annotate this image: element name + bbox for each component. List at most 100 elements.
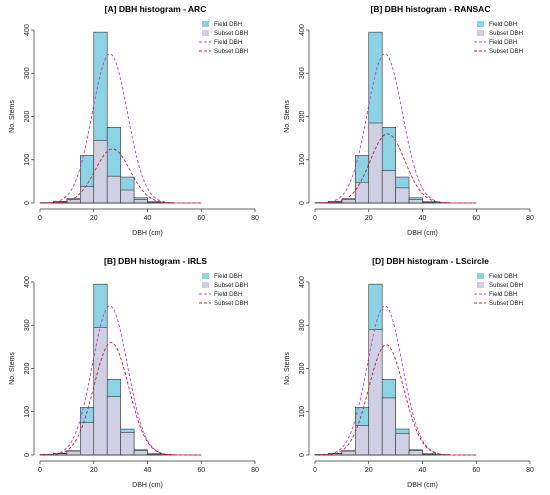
subset-bar <box>355 181 370 204</box>
y-tick-label: 200 <box>24 111 31 123</box>
legend-field-swatch <box>477 21 484 27</box>
y-tick-label: 400 <box>299 24 306 36</box>
subset-curve <box>314 133 477 204</box>
legend-label: Subset DBH <box>214 30 248 37</box>
y-tick-label: 0 <box>24 201 31 205</box>
subset-bar <box>395 187 410 204</box>
x-axis-label: DBH (cm) <box>132 230 163 237</box>
x-tick-label: 80 <box>251 215 259 222</box>
y-tick-label: 300 <box>24 319 31 331</box>
legend-field-swatch <box>202 273 209 279</box>
subset-bar <box>133 450 148 456</box>
subset-bar <box>408 199 423 204</box>
legend-label: Field DBH <box>489 291 517 298</box>
y-tick-label: 300 <box>299 67 306 79</box>
y-tick-label: 100 <box>299 154 306 166</box>
subset-bar <box>93 139 108 204</box>
legend-field-swatch <box>202 21 209 27</box>
subset-bar <box>66 199 81 204</box>
y-tick-label: 400 <box>24 276 31 288</box>
y-tick-label: 400 <box>24 24 31 36</box>
chart-title: [B] DBH histogram - IRLS <box>104 256 207 266</box>
y-tick-label: 300 <box>299 319 306 331</box>
x-tick-label: 0 <box>38 467 42 474</box>
chart-panel-3: [D] DBH histogram - LScircle010020030040… <box>284 256 534 489</box>
x-tick-label: 80 <box>526 215 534 222</box>
y-axis-label: No. Stems <box>284 352 291 385</box>
y-tick-label: 100 <box>24 154 31 166</box>
y-axis-label: No. Stems <box>9 100 16 133</box>
x-tick-label: 60 <box>197 467 205 474</box>
legend-label: Subset DBH <box>489 30 523 37</box>
y-tick-label: 100 <box>24 406 31 418</box>
chart-panel-2: [B] DBH histogram - IRLS 0 100 200 300 400 0 20… <box>9 256 259 489</box>
x-tick-label: 60 <box>472 215 480 222</box>
x-tick-label: 20 <box>365 467 373 474</box>
subset-bar <box>341 199 356 204</box>
legend-label: Subset DBH <box>489 282 523 289</box>
x-axis-label: DBH (cm) <box>407 482 438 489</box>
subset-bar <box>80 186 95 204</box>
legend-label: Subset DBH <box>489 300 523 307</box>
subset-curve <box>40 148 202 204</box>
x-tick-label: 40 <box>419 215 427 222</box>
subset-bar <box>106 396 121 456</box>
subset-bar <box>395 433 410 456</box>
subset-bar <box>368 122 383 204</box>
legend-label: Field DBH <box>214 291 242 298</box>
legend-subset-swatch <box>202 282 209 288</box>
subset-curve <box>39 342 202 456</box>
x-tick-label: 80 <box>251 467 259 474</box>
x-axis-label: DBH (cm) <box>407 230 438 237</box>
legend-label: Subset DBH <box>214 300 248 307</box>
x-tick-label: 20 <box>90 215 98 222</box>
x-tick-label: 20 <box>90 467 98 474</box>
x-tick-label: 60 <box>472 467 480 474</box>
y-axis-label: No. Stems <box>284 100 291 133</box>
y-tick-label: 400 <box>299 276 306 288</box>
x-tick-label: 20 <box>365 215 373 222</box>
x-tick-label: 0 <box>313 215 317 222</box>
subset-bar <box>66 450 81 456</box>
subset-bar <box>106 175 121 204</box>
legend-field-swatch <box>477 273 484 279</box>
subset-bar <box>408 450 423 456</box>
subset-bar <box>93 327 108 456</box>
subset-bar <box>120 189 135 204</box>
x-tick-label: 40 <box>419 467 427 474</box>
legend-subset-swatch <box>202 30 209 36</box>
subset-bar <box>133 199 148 204</box>
x-tick-label: 0 <box>38 215 42 222</box>
subset-bar <box>381 397 396 456</box>
subset-bar <box>341 450 356 456</box>
y-tick-label: 0 <box>299 453 306 457</box>
x-tick-label: 40 <box>144 215 152 222</box>
subset-bar <box>381 170 396 204</box>
legend-label: Field DBH <box>489 21 517 28</box>
legend-label: Subset DBH <box>214 282 248 289</box>
x-tick-label: 60 <box>197 215 205 222</box>
legend-subset-swatch <box>477 282 484 288</box>
legend-label: Subset DBH <box>214 48 248 55</box>
subset-bar <box>368 329 383 456</box>
chart-title: [B] DBH histogram - RANSAC <box>371 4 491 14</box>
y-tick-label: 300 <box>24 67 31 79</box>
legend-label: Field DBH <box>489 273 517 280</box>
subset-bar <box>355 425 370 456</box>
x-axis-label: DBH (cm) <box>132 482 163 489</box>
legend-label: Field DBH <box>214 273 242 280</box>
x-tick-label: 40 <box>144 467 152 474</box>
chart-panel-0: [A] DBH histogram - ARC 0 100 200 300 400 0 20 4… <box>9 4 259 237</box>
legend-label: Subset DBH <box>489 48 523 55</box>
y-tick-label: 200 <box>299 363 306 375</box>
y-tick-label: 200 <box>299 111 306 123</box>
x-tick-label: 80 <box>526 467 534 474</box>
y-tick-label: 200 <box>24 363 31 375</box>
legend-label: Field DBH <box>214 21 242 28</box>
chart-title: [D] DBH histogram - LScircle <box>372 256 489 266</box>
subset-bar <box>120 432 135 456</box>
chart-title: [A] DBH histogram - ARC <box>105 4 207 14</box>
y-tick-label: 0 <box>299 201 306 205</box>
